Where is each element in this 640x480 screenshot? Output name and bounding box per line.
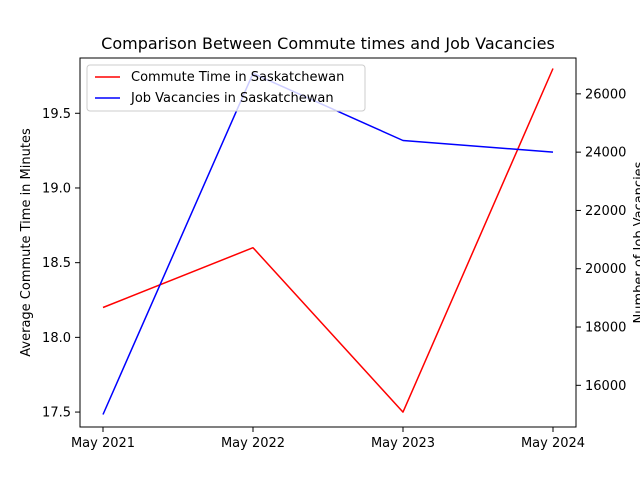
legend: Commute Time in Saskatchewan Job Vacanci… (86, 64, 366, 112)
y-axis-left: 17.5 18.0 18.5 19.0 19.5 (42, 107, 80, 421)
chart-title: Comparison Between Commute times and Job… (101, 34, 555, 53)
x-tick-label: May 2022 (221, 436, 285, 451)
y-left-tick-label: 17.5 (42, 406, 71, 421)
series-line-vacancies (102, 72, 554, 415)
y-axis-right: 16000 18000 20000 22000 24000 26000 (576, 87, 626, 394)
x-tick-label: May 2024 (521, 436, 585, 451)
series-lines (102, 68, 554, 415)
legend-box (86, 64, 366, 112)
y-right-tick-label: 20000 (585, 262, 626, 277)
y-right-tick-label: 26000 (585, 87, 626, 102)
x-tick-label: May 2023 (371, 436, 435, 451)
legend-label-commute: Commute Time in Saskatchewan (131, 70, 344, 85)
y-right-tick-label: 16000 (585, 379, 626, 394)
y-axis-left-label: Average Commute Time in Minutes (19, 128, 34, 357)
plot-frame (79, 57, 577, 428)
y-axis-right-label: Number of Job Vacancies (632, 161, 640, 323)
y-right-tick-label: 18000 (585, 321, 626, 336)
series-line-commute (102, 68, 554, 413)
x-tick-label: May 2021 (71, 436, 135, 451)
y-right-tick-label: 22000 (585, 204, 626, 219)
y-left-tick-label: 18.0 (42, 331, 71, 346)
y-left-tick-label: 19.5 (42, 107, 71, 122)
legend-label-vacancies: Job Vacancies in Saskatchewan (130, 91, 334, 106)
y-left-tick-label: 18.5 (42, 256, 71, 271)
x-axis: May 2021 May 2022 May 2023 May 2024 (71, 427, 585, 451)
y-left-tick-label: 19.0 (42, 181, 71, 196)
y-right-tick-label: 24000 (585, 146, 626, 161)
